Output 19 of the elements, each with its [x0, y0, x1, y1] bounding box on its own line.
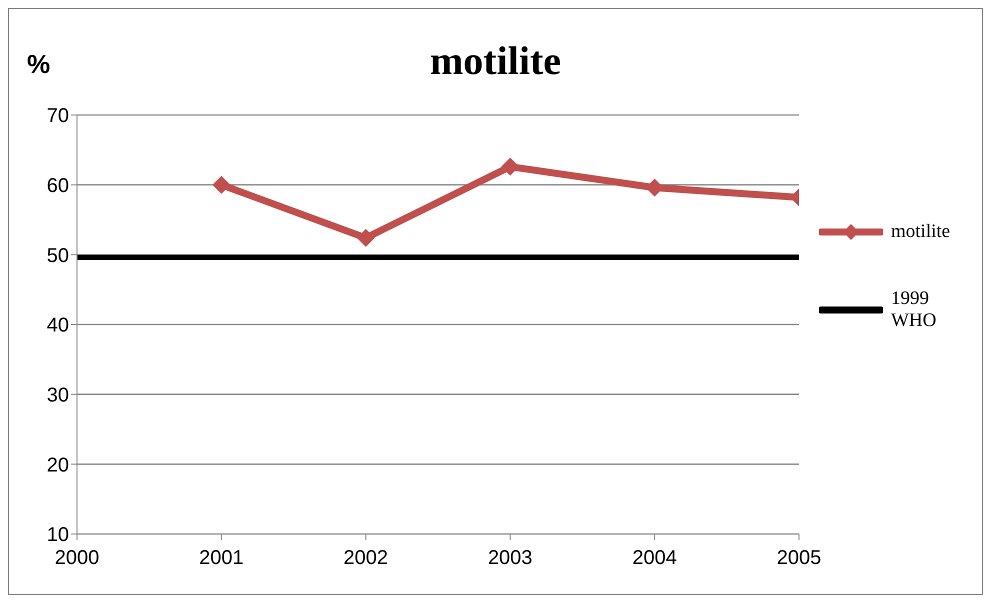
- x-tick-label: 2000: [54, 547, 100, 570]
- point: [356, 228, 375, 247]
- legend-label: 1999 WHO: [891, 288, 938, 332]
- y-tick-label: 30: [46, 384, 69, 406]
- chart-title: motilite: [430, 38, 562, 83]
- x-tick-label: 2005: [776, 547, 822, 570]
- x-tick-label: 2002: [344, 547, 388, 570]
- y-tick-label: 70: [46, 105, 69, 128]
- y-tick-label: 10: [46, 524, 69, 546]
- y-tick-label: 20: [46, 454, 69, 476]
- y-tick-label: 40: [46, 314, 69, 337]
- x-tick-label: 2003: [488, 547, 532, 570]
- y-tick-label: 60: [46, 174, 69, 197]
- y-axis-title: %: [27, 49, 50, 80]
- x-tick-label: 2001: [199, 547, 244, 570]
- legend-label: motilite: [891, 221, 950, 243]
- point: [212, 176, 230, 194]
- x-tick-label: 2004: [632, 547, 677, 570]
- y-tick-label: 50: [46, 244, 69, 267]
